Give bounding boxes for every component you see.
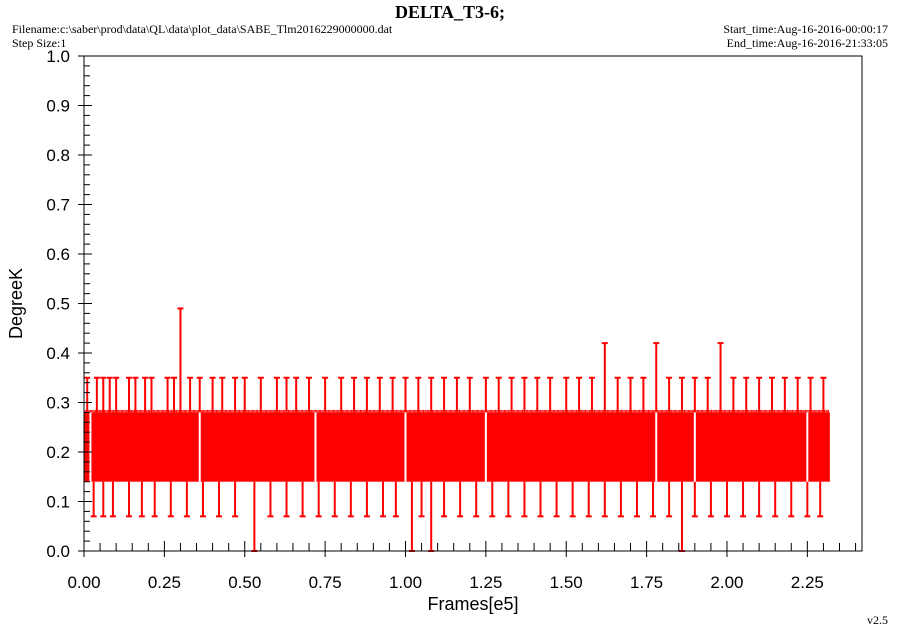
x-tick-label: 1.75 (630, 573, 663, 592)
x-tick-label: 0.50 (228, 573, 261, 592)
time-info: Start_time:Aug-16-2016-00:00:17 End_time… (723, 22, 888, 50)
x-tick-label: 1.25 (469, 573, 502, 592)
y-tick-label: 0.0 (46, 542, 70, 561)
y-axis-title: DegreeK (6, 268, 26, 339)
y-tick-label: 0.8 (46, 146, 70, 165)
x-tick-label: 2.00 (710, 573, 743, 592)
y-tick-label: 0.4 (46, 344, 70, 363)
y-tick-label: 0.5 (46, 295, 70, 314)
y-tick-label: 0.3 (46, 394, 70, 413)
version-label: v2.5 (867, 613, 888, 627)
plot-series (83, 307, 830, 552)
filename-text: Filename:c:\saber\prod\data\QL\data\plot… (12, 22, 393, 36)
chart-title: DELTA_T3-6; (394, 2, 506, 22)
x-axis: 0.00 0.25 0.50 0.75 1.00 1.25 1.50 1.75 2.00 2.25 (67, 541, 857, 592)
y-tick-label: 0.7 (46, 196, 70, 215)
file-info: Filename:c:\saber\prod\data\QL\data\plot… (12, 22, 392, 50)
x-axis-title: Frames[e5] (427, 594, 518, 614)
y-tick-label: 0.1 (46, 493, 70, 512)
x-tick-label: 0.75 (309, 573, 342, 592)
x-tick-label: 1.00 (389, 573, 422, 592)
start-time-text: Start_time:Aug-16-2016-00:00:17 (723, 22, 888, 36)
x-tick-label: 2.25 (791, 573, 824, 592)
end-time-text: End_time:Aug-16-2016-21:33:05 (726, 36, 888, 50)
step-size-text: Step Size:1 (12, 36, 67, 50)
y-tick-label: 0.9 (46, 97, 70, 116)
y-tick-label: 1.0 (46, 47, 70, 66)
series-band (84, 412, 830, 482)
y-tick-label: 0.2 (46, 443, 70, 462)
x-tick-label: 0.00 (67, 573, 100, 592)
y-tick-label: 0.6 (46, 245, 70, 264)
y-axis: 0.0 0.1 0.2 0.3 0.4 0.5 0.6 0.7 0.8 0.9 1.0 (46, 47, 92, 561)
x-tick-label: 1.50 (550, 573, 583, 592)
x-tick-label: 0.25 (148, 573, 181, 592)
